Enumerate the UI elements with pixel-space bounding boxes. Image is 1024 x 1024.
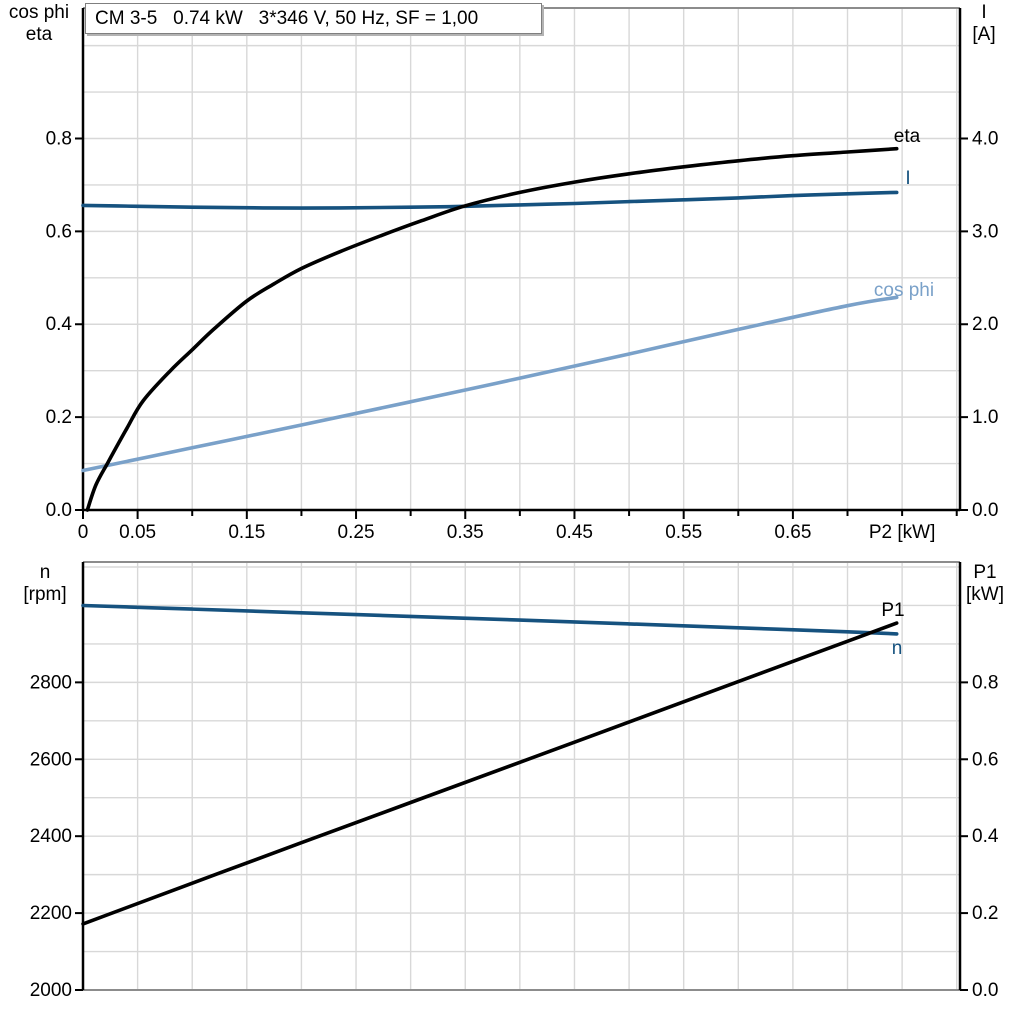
- right-axis-tick-label: 0.6: [972, 749, 998, 770]
- x-axis-tick-label: 0.05: [119, 522, 156, 543]
- left-axis-tick-label: 0.6: [46, 221, 72, 242]
- left-axis-tick-label: 2800: [30, 672, 72, 693]
- gridlines: [83, 8, 960, 510]
- series-label-n: n: [892, 638, 903, 659]
- series-eta: [85, 146, 899, 512]
- axis-title-p1-unit: [kW]: [966, 584, 1004, 605]
- axis-title-speed-unit: [rpm]: [23, 584, 67, 605]
- series-I: [81, 190, 899, 210]
- x-axis-tick-label: 0.55: [665, 522, 702, 543]
- x-axis-title: P2 [kW]: [869, 522, 936, 543]
- series-cos-phi: [81, 295, 899, 473]
- right-axis-tick-label: 2.0: [972, 314, 998, 335]
- left-axis-tick-label: 0.4: [46, 314, 73, 335]
- axis-title-eta: eta: [25, 24, 53, 45]
- bottom-left-axis-title: n [rpm]: [6, 562, 84, 606]
- left-axis-tick-label: 2600: [30, 749, 72, 770]
- right-axis-tick-label: 0.0: [972, 500, 998, 521]
- series-label-eta: eta: [894, 126, 921, 147]
- axis-title-p1: P1: [973, 562, 997, 583]
- x-axis-tick-label: 0.45: [556, 522, 593, 543]
- axis-title-speed: n: [39, 562, 51, 583]
- right-axis-tick-label: 3.0: [972, 221, 998, 242]
- left-axis-tick-label: 0.0: [46, 500, 72, 521]
- x-axis-tick-label: 0.15: [228, 522, 265, 543]
- series-label-P1: P1: [881, 600, 904, 621]
- series-label-cos-phi: cos phi: [874, 280, 934, 301]
- left-axis-tick-label: 2400: [30, 826, 72, 847]
- series-n: [81, 603, 899, 636]
- series-P1: [81, 621, 899, 926]
- axis-title-cos-phi: cos phi: [8, 2, 70, 23]
- x-axis-tick-label: 0.35: [447, 522, 484, 543]
- bottom-right-axis-title: P1 [kW]: [952, 562, 1018, 606]
- right-axis-tick-label: 0.0: [972, 980, 998, 1001]
- right-axis-tick-label: 1.0: [972, 407, 998, 428]
- right-axis-tick-label: 4.0: [972, 128, 998, 149]
- axis-title-current: I: [981, 2, 987, 23]
- x-axis-tick-label: 0.65: [774, 522, 811, 543]
- chart-title-box: CM 3-5 0.74 kW 3*346 V, 50 Hz, SF = 1,00: [85, 3, 542, 34]
- right-axis-tick-label: 0.8: [972, 672, 998, 693]
- top-left-axis-title: cos phi eta: [0, 2, 78, 46]
- right-axis-tick-label: 0.2: [972, 903, 998, 924]
- left-axis-tick-label: 0.2: [46, 407, 72, 428]
- left-axis-tick-label: 2000: [30, 980, 72, 1001]
- bottom-chart: 2000 2200 2400 2600 2800 0.0 0.2 0.4 0.6 0.8 n P1: [30, 561, 999, 1001]
- top-right-axis-title: I [A]: [952, 2, 1016, 46]
- axis-title-current-unit: [A]: [972, 24, 996, 45]
- left-axis-tick-label: 2200: [30, 903, 72, 924]
- x-axis-tick-label: 0.25: [338, 522, 375, 543]
- top-chart: 0.0 0.2 0.4 0.6 0.8 0.0 1.0 2.0 3.0 4.0 0 0.05 0.15 0…: [46, 7, 998, 543]
- chart-title: CM 3-5 0.74 kW 3*346 V, 50 Hz, SF = 1,00: [95, 7, 479, 29]
- gridlines: [83, 562, 960, 990]
- series-label-I: I: [905, 168, 910, 189]
- x-axis-tick-label: 0: [78, 522, 89, 543]
- left-axis-tick-label: 0.8: [46, 128, 72, 149]
- right-axis-tick-label: 0.4: [972, 826, 999, 847]
